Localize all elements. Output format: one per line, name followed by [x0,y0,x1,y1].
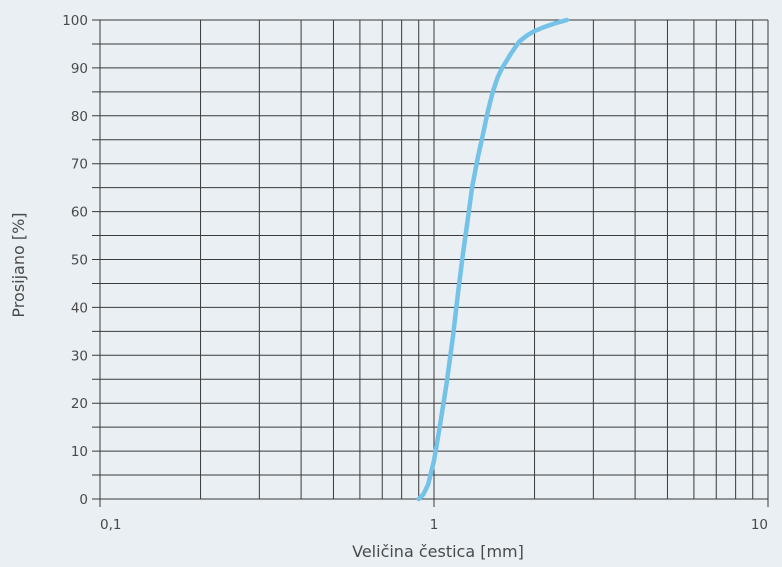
y-tick-label: 60 [71,205,88,221]
y-tick-label: 50 [71,253,88,269]
y-axis-label: Prosijano [%] [9,212,28,317]
y-tick-label: 30 [71,348,88,364]
y-tick-label: 90 [71,61,88,77]
y-tick-label: 40 [71,300,88,316]
y-tick-label: 70 [71,157,88,173]
plot-area [416,17,570,502]
grading-curve [416,17,570,502]
y-tick-label: 0 [79,492,88,508]
y-tick-label: 10 [71,444,88,460]
x-tick-label: 1 [430,517,439,533]
grid [92,19,769,507]
tick-labels: 0 10 20 30 40 50 60 70 80 90 100 0,1 1 10 [62,13,768,533]
x-tick-label: 10 [751,517,768,533]
y-tick-label: 80 [71,109,88,125]
x-axis-label: Veličina čestica [mm] [352,542,524,561]
x-tick-label: 0,1 [100,517,121,533]
y-tick-label: 100 [62,13,88,29]
y-tick-label: 20 [71,396,88,412]
